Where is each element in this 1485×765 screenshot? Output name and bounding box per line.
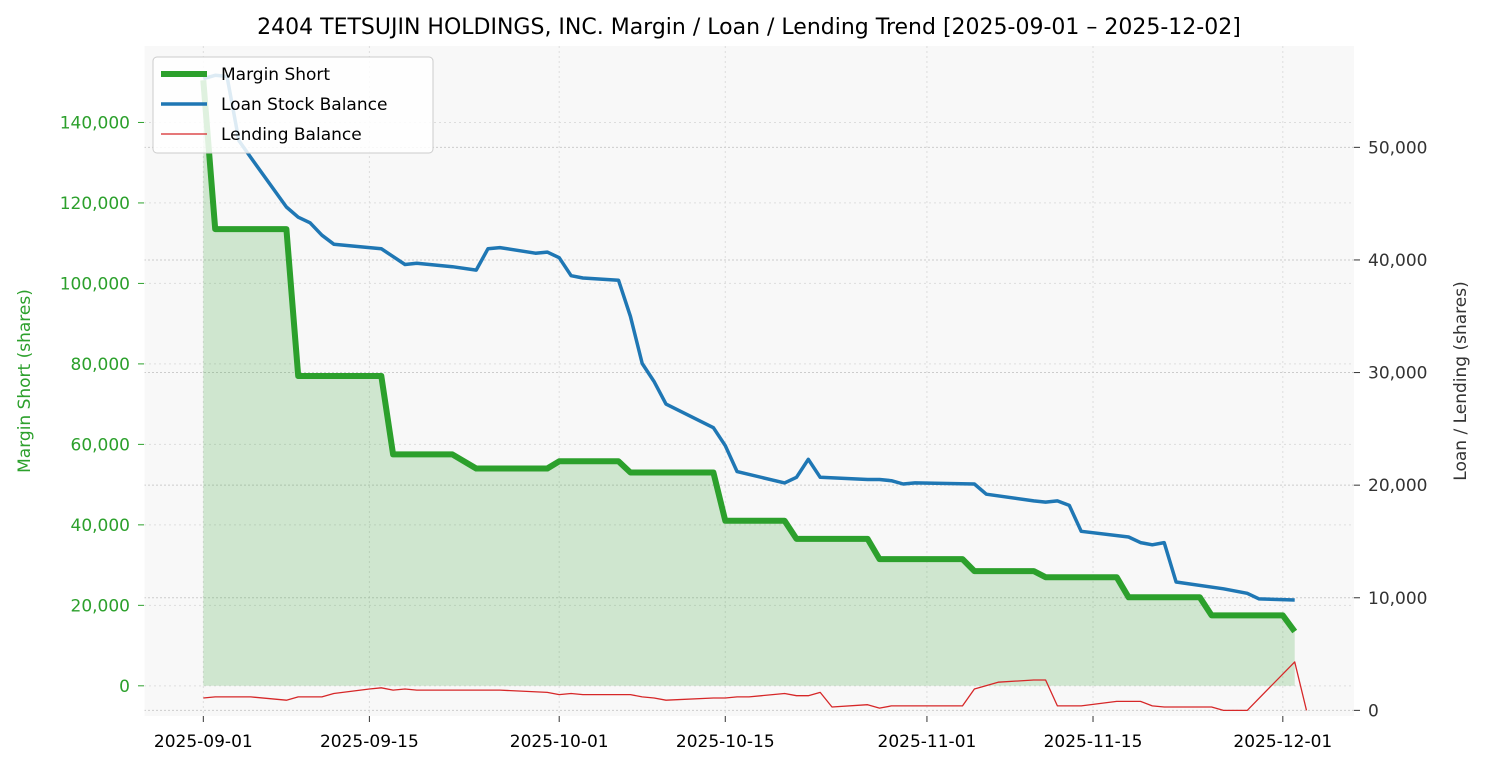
grid-lines: [144, 46, 1354, 716]
area-fills: [203, 80, 1295, 686]
x-tick-label-2: 2025-10-01: [510, 732, 609, 752]
y-left-tick-label-6: 120,000: [60, 194, 130, 214]
series-line-1: [202, 73, 1295, 602]
axes: 0 20,000 40,000 60,000 80,000 100,000 120,000 1…: [60, 46, 1427, 752]
y-left-tick-label-1: 20,000: [71, 596, 130, 616]
legend-label-0: Margin Short: [221, 65, 330, 85]
series-lines: [200, 73, 1308, 712]
y-left-tick-label-2: 40,000: [71, 516, 130, 536]
legend-label-1: Loan Stock Balance: [221, 95, 387, 115]
y-right-tick-label-3: 30,000: [1368, 364, 1427, 384]
y-left-tick-label-5: 100,000: [60, 274, 130, 294]
x-tick-label-6: 2025-12-01: [1233, 732, 1332, 752]
y-left-tick-label-7: 140,000: [60, 113, 130, 133]
series-fill-0: [203, 80, 1295, 686]
legend-box: [152, 56, 434, 154]
plot-area: [144, 46, 1354, 716]
y-right-tick-label-5: 50,000: [1368, 138, 1427, 158]
x-tick-label-3: 2025-10-15: [676, 732, 775, 752]
y-left-tick-label-0: 0: [119, 677, 130, 697]
chart-title: 2404 TETSUJIN HOLDINGS, INC. Margin / Lo…: [257, 15, 1241, 40]
x-tick-label-5: 2025-11-15: [1044, 732, 1143, 752]
y-left-tick-label-4: 80,000: [71, 355, 130, 375]
series-line-2: [203, 661, 1308, 712]
x-tick-label-4: 2025-11-01: [878, 732, 977, 752]
y-right-tick-label-4: 40,000: [1368, 251, 1427, 271]
y-axis-left-label: Margin Short (shares): [15, 289, 35, 473]
y-left-tick-label-3: 60,000: [71, 435, 130, 455]
x-tick-label-0: 2025-09-01: [154, 732, 253, 752]
x-tick-label-1: 2025-09-15: [320, 732, 419, 752]
legend-label-2: Lending Balance: [221, 125, 362, 145]
y-right-tick-label-1: 10,000: [1368, 589, 1427, 609]
y-right-tick-label-0: 0: [1368, 701, 1379, 721]
legend: Margin Short Loan Stock Balance Lending Ba…: [152, 56, 434, 154]
series-line-0: [200, 79, 1298, 634]
y-right-tick-label-2: 20,000: [1368, 476, 1427, 496]
y-axis-right-label: Loan / Lending (shares): [1451, 281, 1471, 480]
